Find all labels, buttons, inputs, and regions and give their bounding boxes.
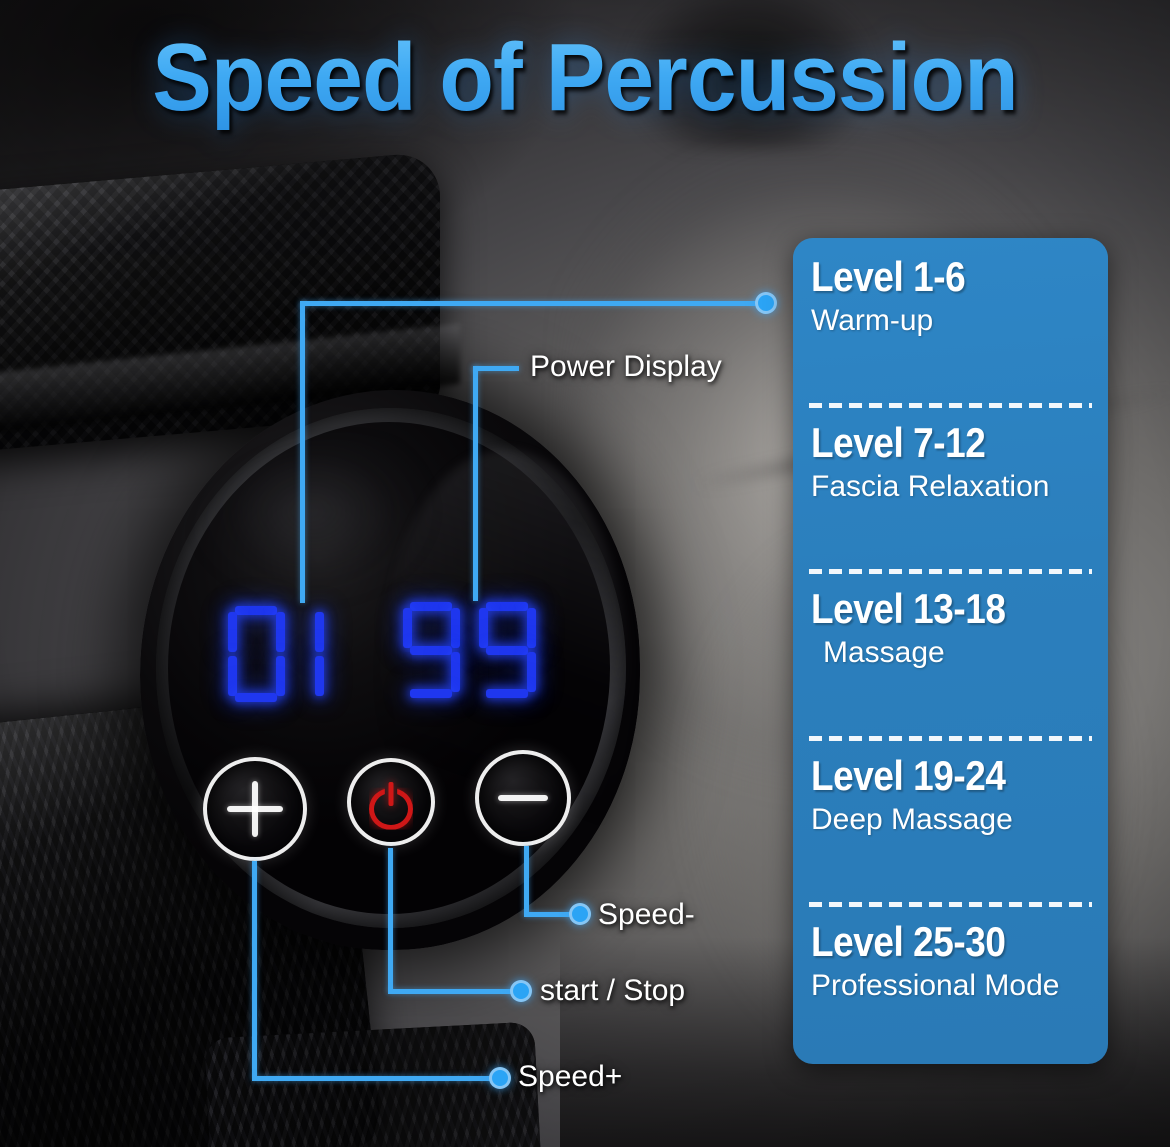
callout-dot-start-stop [510,980,532,1002]
led-display: 01 99 [225,598,555,708]
level-range: Level 13-18 [811,585,1006,633]
level-mode: Massage [823,636,945,670]
level-divider [809,403,1092,409]
battery-readout: 99 [400,600,538,700]
level-mode: Deep Massage [811,802,1013,836]
level-entry: Level 13-18 Massage [807,586,1094,671]
callout-label-start-stop: start / Stop [540,974,686,1007]
control-face-gloss [186,436,516,686]
callout-line-speed-up [252,861,257,1078]
level-range: Level 19-24 [811,751,1006,799]
level-readout: 01 [225,604,327,704]
level-entry: Level 1-6 Warm-up [807,254,1094,339]
speed-down-button[interactable] [475,750,571,846]
speed-level-panel: Level 1-6 Warm-up Level 7-12 Fascia Rela… [793,238,1108,1064]
level-range: Level 7-12 [811,419,986,467]
level-range: Level 25-30 [811,917,1006,965]
level-divider [809,901,1092,907]
callout-label-power-display: Power Display [530,350,722,383]
led-digit [400,600,462,700]
callout-line-speed-up [252,1076,500,1081]
led-digit [225,604,287,704]
led-digit [301,604,327,704]
level-mode: Professional Mode [811,968,1060,1002]
level-divider [809,569,1092,575]
speed-up-button[interactable] [203,757,307,861]
callout-line-start-stop [388,848,393,991]
callout-line-speed-down [524,912,580,917]
level-mode: Fascia Relaxation [811,470,1050,504]
level-entry: Level 25-30 Professional Mode [807,917,1094,1004]
level-entry: Level 7-12 Fascia Relaxation [807,420,1094,505]
minus-icon [498,795,548,801]
plus-icon [252,781,258,837]
power-icon [369,781,413,830]
level-mode: Warm-up [811,304,934,337]
callout-line-power-display [473,366,519,371]
level-entry: Level 19-24 Deep Massage [807,751,1094,838]
callout-label-speed-up: Speed+ [518,1060,623,1093]
callout-label-speed-down: Speed- [598,898,695,931]
callout-line-level-display [300,303,305,603]
callout-dot-level-display [755,292,777,314]
callout-dot-speed-down [569,903,591,925]
callout-line-start-stop [388,989,518,994]
level-divider [809,735,1092,741]
page-title: Speed of Percussion [41,26,1129,130]
callout-line-speed-down [524,846,529,914]
callout-dot-speed-up [489,1067,511,1089]
power-button[interactable] [347,758,435,846]
level-range: Level 1-6 [811,253,966,300]
led-digit [476,600,538,700]
callout-line-level-display [300,301,768,306]
callout-line-power-display [473,366,478,601]
